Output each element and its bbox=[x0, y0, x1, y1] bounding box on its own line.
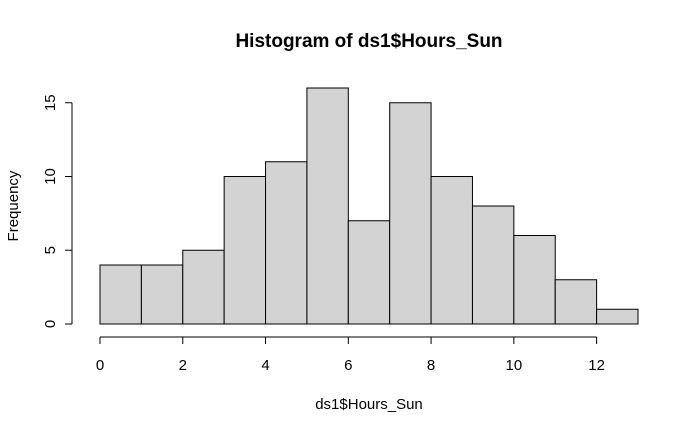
histogram-bar bbox=[513, 235, 556, 325]
x-tick-label: 8 bbox=[427, 357, 435, 374]
y-tick-label: 5 bbox=[42, 246, 59, 254]
x-tick-label: 10 bbox=[506, 357, 523, 374]
bars-group bbox=[99, 87, 639, 325]
histogram-bar bbox=[223, 176, 267, 325]
x-tick-label: 2 bbox=[179, 357, 187, 374]
y-axis-label: Frequency bbox=[5, 170, 22, 241]
histogram-bar bbox=[306, 87, 349, 325]
x-axis-label: ds1$Hours_Sun bbox=[315, 396, 423, 413]
histogram-bar bbox=[471, 205, 515, 325]
x-tick-label: 0 bbox=[96, 357, 104, 374]
x-tick-label: 12 bbox=[588, 357, 605, 374]
y-tick-label: 0 bbox=[42, 320, 59, 328]
histogram-bar bbox=[265, 161, 308, 325]
y-tick-label: 15 bbox=[42, 94, 59, 111]
histogram-bar bbox=[347, 220, 391, 325]
y-axis: 0 5 10 15 bbox=[42, 94, 73, 328]
histogram-bar bbox=[430, 176, 473, 325]
histogram-bar bbox=[596, 308, 639, 325]
chart-title: Histogram of ds1$Hours_Sun bbox=[235, 31, 502, 52]
histogram-bar bbox=[554, 279, 598, 325]
x-axis: 0 2 4 6 8 10 12 bbox=[96, 336, 605, 374]
histogram-bar bbox=[140, 264, 184, 325]
x-tick-label: 4 bbox=[261, 357, 269, 374]
x-tick-label: 6 bbox=[344, 357, 352, 374]
histogram-bar bbox=[389, 102, 432, 325]
y-tick-label: 10 bbox=[42, 168, 59, 185]
histogram-bar bbox=[99, 264, 142, 325]
histogram-bar bbox=[182, 249, 225, 325]
